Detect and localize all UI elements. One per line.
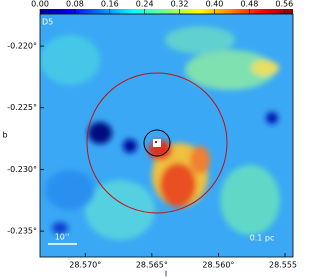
y-axis-label: b — [2, 131, 7, 140]
distance-label: 0.1 pc — [250, 234, 275, 243]
scale-bar-label: 10'' — [55, 233, 70, 242]
x-tick-label: 28.565° — [136, 261, 168, 270]
frame — [39, 13, 294, 258]
colorbar-tick-label: 0.24 — [136, 0, 154, 9]
colorbar-tick-label: 0.00 — [31, 0, 49, 9]
colorbar-tick-label: 0.08 — [66, 0, 84, 9]
colorbar-tick-label: 0.40 — [206, 0, 224, 9]
x-tick-label: 28.570° — [69, 261, 101, 270]
y-tick-label: -0.235° — [7, 227, 37, 236]
y-tick-label: -0.220° — [7, 42, 37, 51]
chart: D5 10'' 0.1 pc l b 28.570° 28.565° 28.560°… — [2, 0, 298, 279]
colorbar-tick-label: 0.32 — [171, 0, 189, 9]
y-tick-label: -0.230° — [7, 165, 37, 174]
colorbar — [40, 9, 293, 14]
y-tick-label: -0.225° — [7, 103, 37, 112]
x-axis-label: l — [165, 270, 167, 279]
x-tick-label: 28.555° — [269, 261, 298, 270]
field-label: D5 — [42, 18, 53, 27]
colorbar-tick-label: 0.56 — [275, 0, 293, 9]
aperture-outer — [86, 72, 228, 214]
x-tick-label: 28.560° — [202, 261, 234, 270]
colorbar-tick-label: 0.48 — [240, 0, 258, 9]
map-image — [40, 14, 293, 257]
aperture-inner — [143, 129, 171, 157]
colorbar-tick-label: 0.16 — [101, 0, 119, 9]
